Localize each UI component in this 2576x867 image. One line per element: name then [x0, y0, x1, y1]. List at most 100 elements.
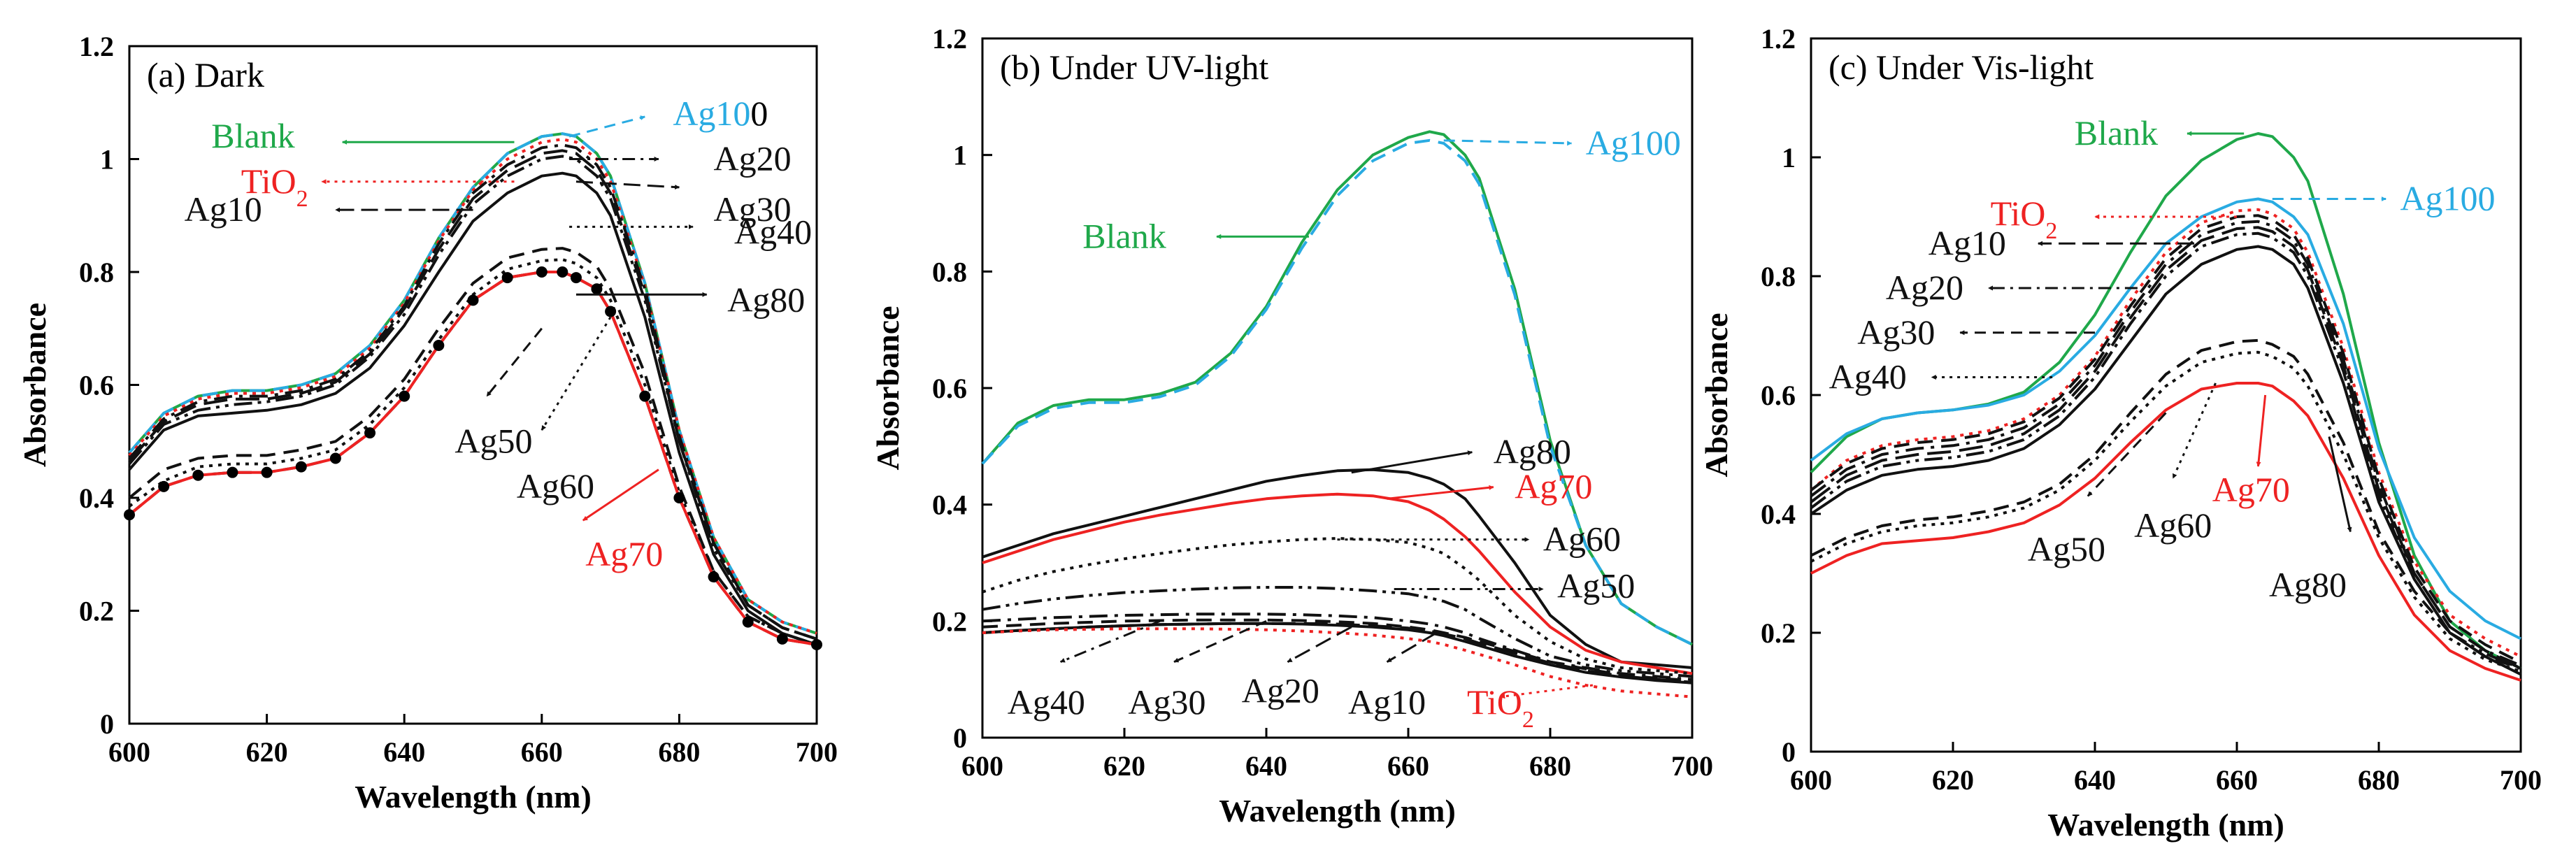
x-tick-label: 660 — [2216, 764, 2258, 796]
y-axis-title: Absorbance — [17, 303, 52, 467]
series-ag70-marker — [591, 283, 602, 294]
x-tick-label: 680 — [1529, 750, 1571, 782]
y-tick-label: 0.4 — [79, 482, 114, 514]
panel-title: (c) Under Vis-light — [1829, 48, 2094, 87]
annotation-arrow — [2258, 395, 2265, 466]
x-tick-label: 700 — [796, 736, 838, 768]
annotation-label-blank: Blank — [1082, 216, 1166, 255]
x-tick-label: 620 — [1932, 764, 1974, 796]
series-ag70-marker — [296, 461, 307, 473]
annotation-label-ag10: Ag10 — [1929, 223, 2006, 262]
x-tick-label: 640 — [2074, 764, 2116, 796]
annotation-label-blank: Blank — [2075, 113, 2158, 152]
annotation-label-ag20: Ag20 — [1886, 268, 1963, 307]
x-tick-label: 660 — [521, 736, 563, 768]
y-tick-label: 0.4 — [1761, 499, 1796, 530]
annotation-label-ag10: Ag10 — [1348, 682, 1426, 722]
x-axis-title: Wavelength (nm) — [355, 779, 592, 815]
y-tick-label: 0.8 — [1761, 261, 1796, 292]
annotation-label-ag50: Ag50 — [1557, 566, 1635, 605]
x-tick-label: 600 — [108, 736, 150, 768]
annotation-label-blank: Blank — [211, 116, 294, 155]
y-tick-label: 1 — [1782, 142, 1796, 173]
chart-panel-1: 00.20.40.60.811.2600 620 640 660 680 700Wavel… — [17, 31, 838, 815]
y-tick-label: 0.6 — [79, 370, 114, 401]
y-tick-label: 0 — [953, 722, 967, 754]
x-tick-label: 620 — [246, 736, 288, 768]
y-tick-label: 0.8 — [79, 257, 114, 288]
series-ag70-marker — [743, 617, 754, 628]
annotation-label-ag80: Ag80 — [727, 280, 805, 319]
series-ag60-line — [982, 538, 1692, 673]
series-ag50-line — [1811, 341, 2521, 668]
series-ag70-marker — [673, 492, 685, 503]
y-tick-label: 0.8 — [932, 256, 967, 287]
annotation-label-ag70: Ag70 — [585, 534, 663, 573]
annotation-label-ag40: Ag40 — [1829, 357, 1907, 396]
series-ag70-marker — [777, 633, 788, 645]
annotation-arrow — [1387, 487, 1494, 499]
annotation-label-ag50: Ag50 — [2028, 529, 2105, 568]
x-axis-title: Wavelength (nm) — [1219, 793, 1456, 829]
annotation-label-ag80: Ag80 — [1494, 432, 1571, 471]
annotation-label-ag10: Ag10 — [185, 189, 262, 229]
series-ag70-marker — [433, 340, 444, 351]
x-tick-label: 640 — [383, 736, 425, 768]
y-tick-label: 0.6 — [1761, 380, 1796, 411]
annotation-label-ag10: Ag100 — [673, 94, 768, 133]
annotation-label-ag20: Ag20 — [714, 139, 792, 178]
series-ag70-marker — [639, 391, 650, 402]
y-tick-label: 1.2 — [79, 31, 114, 62]
x-tick-label: 600 — [1790, 764, 1832, 796]
annotation-arrow — [576, 182, 679, 187]
annotation-arrow — [542, 317, 610, 430]
y-axis-title: Absorbance — [1698, 313, 1734, 477]
annotation-arrow — [2173, 383, 2216, 478]
annotation-label-ag50: Ag50 — [455, 421, 532, 460]
x-tick-label: 700 — [2500, 764, 2542, 796]
annotation-label-ag40: Ag40 — [734, 212, 812, 251]
annotation-label-ag30: Ag30 — [1128, 682, 1205, 722]
y-tick-label: 0.6 — [932, 373, 967, 404]
x-tick-label: 660 — [1387, 750, 1429, 782]
panel-title: (b) Under UV-light — [1000, 48, 1268, 87]
y-tick-label: 1.2 — [1761, 23, 1796, 55]
annotation-label-ag100: Ag100 — [2400, 179, 2495, 218]
chart-panel-2: 0 0.2 0.4 0.6 0.8 1 1.2 600 620 640 660 680 700 Wavel… — [870, 23, 1713, 829]
y-tick-label: 0.4 — [932, 489, 967, 521]
annotation-label-ag60: Ag60 — [1543, 520, 1621, 559]
series-ag70-marker — [536, 266, 548, 278]
annotation-label-ag40: Ag40 — [1008, 682, 1085, 722]
series-ag70-marker — [227, 467, 238, 478]
series-ag70-marker — [708, 571, 720, 582]
y-tick-label: 1 — [100, 144, 114, 175]
series-ag70-marker — [571, 272, 582, 283]
annotation-label-ag70: Ag70 — [1515, 467, 1592, 506]
annotation-arrow — [1352, 452, 1473, 473]
x-tick-label: 680 — [658, 736, 700, 768]
annotation-label-ag20: Ag20 — [1242, 671, 1319, 710]
annotation-label-ag100: Ag100 — [1586, 123, 1681, 162]
y-axis-title: Absorbance — [870, 306, 906, 470]
y-tick-label: 0.2 — [1761, 617, 1796, 649]
chart-panel-3: 0 0.2 0.4 0.6 0.8 1 1.2 600 620 640 660 680 700 Wavel… — [1698, 23, 2542, 843]
series-tio2-line — [982, 629, 1692, 697]
annotation-arrow — [1174, 621, 1266, 661]
series-ag70-marker — [811, 639, 822, 650]
y-tick-label: 0 — [1782, 736, 1796, 768]
annotation-label-ag70: Ag70 — [2212, 470, 2290, 509]
figure: 0 0.2 0.4 0.6 0.8 1 1.2 600 620 640 660 680 700 Wavel… — [0, 0, 2576, 867]
series-ag70-marker — [399, 391, 410, 402]
series-ag70-marker — [158, 481, 169, 492]
annotation-arrow — [1444, 141, 1572, 143]
x-tick-label: 700 — [1671, 750, 1713, 782]
y-tick-label: 0.2 — [932, 606, 967, 637]
series-ag70-marker — [124, 509, 135, 520]
annotation-label-ag60: Ag60 — [517, 466, 594, 506]
annotation-label-ag30: Ag30 — [1857, 313, 1935, 352]
y-tick-label: 0 — [100, 708, 114, 740]
panel-title: (a) Dark — [147, 55, 264, 94]
series-ag70-marker — [605, 306, 616, 317]
annotation-label-ag60: Ag60 — [2134, 506, 2212, 545]
series-ag70-marker — [468, 294, 479, 306]
